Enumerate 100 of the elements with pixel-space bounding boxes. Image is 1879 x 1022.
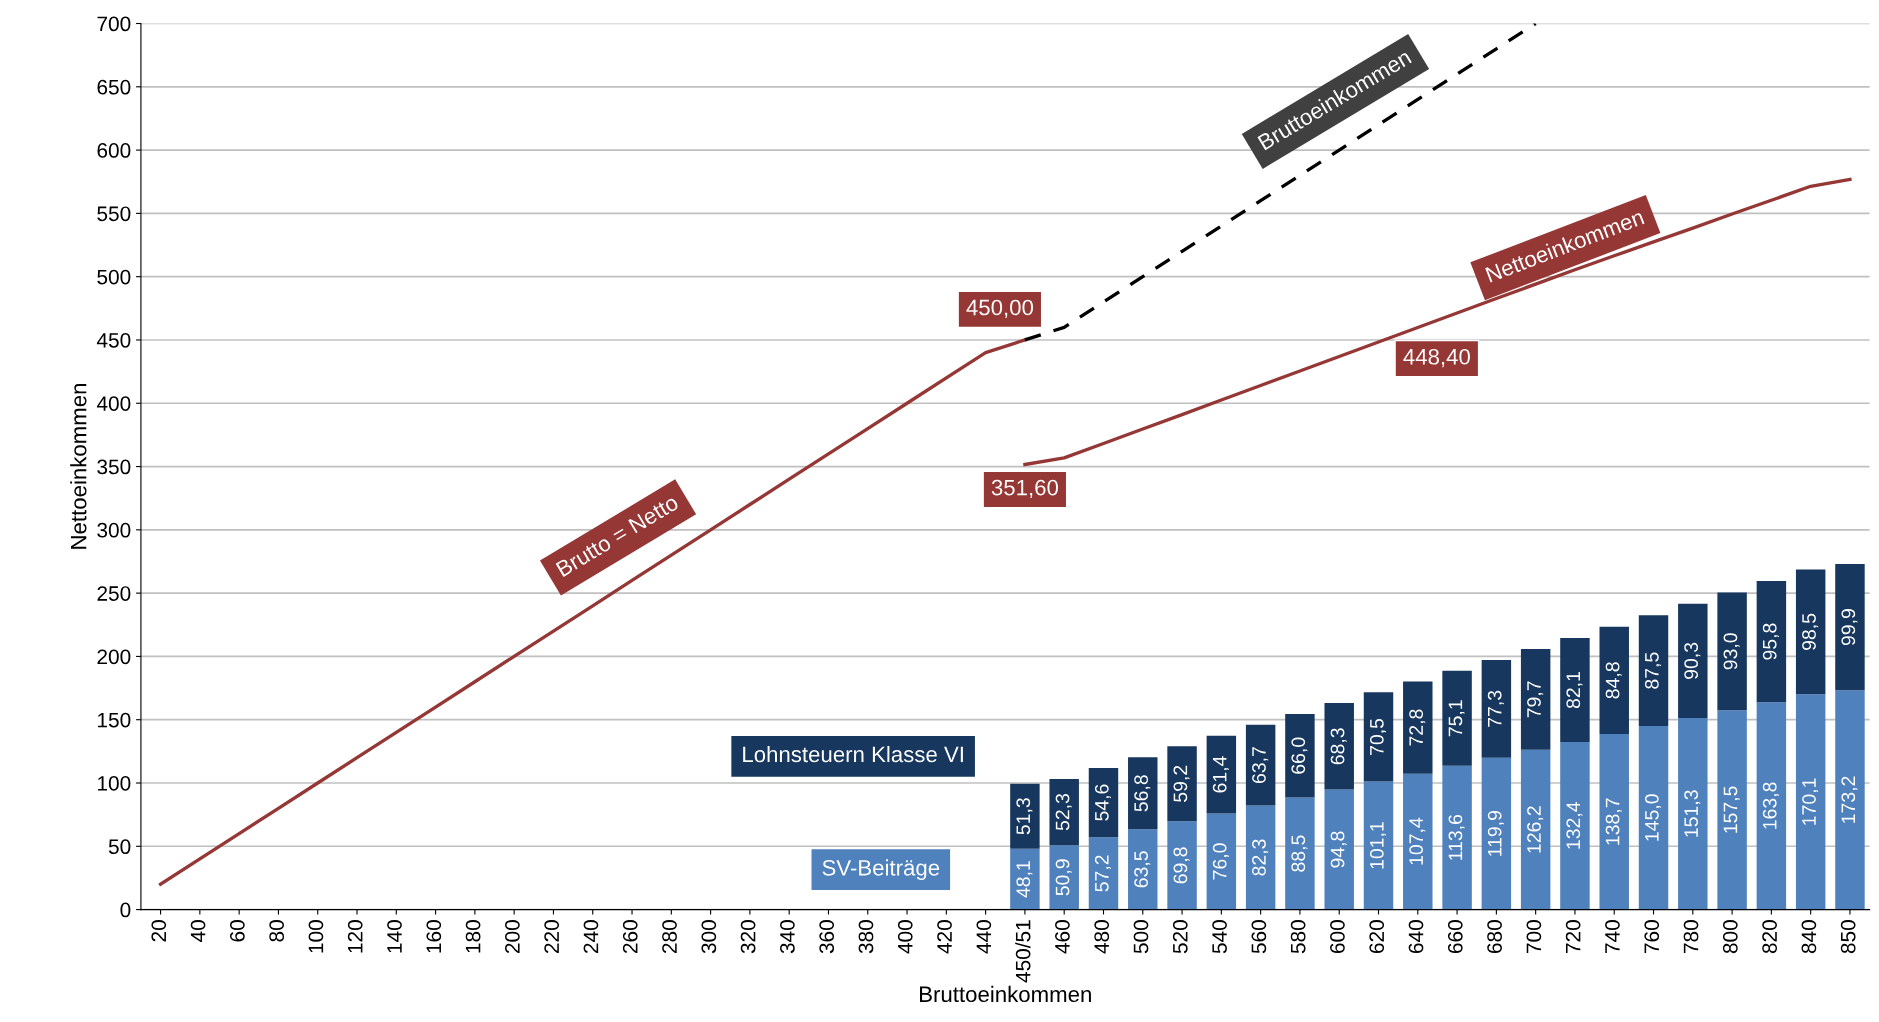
y-tick-label: 300 [97, 522, 131, 538]
x-tick-label: 500 [1133, 920, 1149, 954]
data-label: 77,3 [1487, 690, 1504, 727]
bar [1245, 724, 1276, 806]
data-label: 72,8 [1409, 709, 1426, 746]
x-tick-label: 720 [1565, 920, 1581, 953]
data-label: 151,3 [1684, 790, 1701, 837]
bar [1835, 563, 1865, 691]
data-label: 119,9 [1487, 811, 1504, 856]
data-label: 98,5 [1802, 613, 1819, 650]
data-label: 70,5 [1369, 718, 1387, 755]
data-label: 113,6 [1448, 814, 1465, 860]
x-tick-label: 160 [426, 920, 442, 953]
x-tick-label: 440 [976, 920, 992, 954]
x-tick-label: 200 [505, 920, 520, 954]
bar [1756, 580, 1787, 703]
bar [1520, 648, 1551, 750]
bar [1285, 797, 1315, 910]
y-tick-label: 550 [97, 206, 131, 222]
x-tick-label: 420 [937, 920, 952, 954]
bar [1167, 746, 1197, 822]
bar [1678, 718, 1708, 910]
data-label: 57,2 [1094, 855, 1111, 892]
y-tick-label: 250 [97, 586, 131, 601]
x-tick-label: 180 [465, 920, 481, 953]
data-label: 61,4 [1212, 756, 1229, 793]
data-label: 69,8 [1173, 847, 1190, 884]
x-tick-label: 220 [544, 920, 560, 954]
bar [1717, 592, 1747, 711]
data-label: 163,8 [1762, 782, 1779, 829]
bar [1795, 694, 1826, 910]
y-tick-label: 500 [97, 269, 131, 285]
x-tick-label: 60 [229, 920, 245, 942]
y-tick-label: 200 [97, 649, 131, 665]
data-label: 94,8 [1330, 831, 1347, 868]
text: SV-Beiträge [822, 859, 940, 881]
data-label: 68,3 [1330, 728, 1347, 765]
x-tick-label: 760 [1644, 920, 1660, 953]
data-label: 107,4 [1409, 817, 1426, 865]
x-tick-label: 820 [1762, 920, 1777, 954]
bar [1088, 837, 1119, 910]
data-label: 101,1 [1369, 822, 1387, 869]
bar [1363, 781, 1394, 910]
bar [1599, 626, 1629, 735]
bar [1245, 805, 1276, 910]
x-tick-label: 560 [1251, 920, 1267, 954]
text: Lohnsteuern Klasse VI [743, 745, 963, 763]
bar [1128, 829, 1158, 910]
data-label: 54,6 [1094, 784, 1111, 821]
y-tick-label: 450 [96, 332, 131, 348]
data-label: 84,8 [1605, 662, 1622, 699]
data-label: 82,3 [1252, 839, 1269, 876]
bar [1010, 783, 1040, 849]
x-tick-label: 380 [858, 920, 874, 954]
annotation: 450,00 [966, 299, 1034, 318]
y-axis-title: Nettoeinkommen [70, 383, 87, 549]
bar [1206, 735, 1237, 814]
data-label: 145,0 [1644, 794, 1662, 841]
data-label: 56,8 [1134, 775, 1151, 812]
data-label: 173,2 [1841, 776, 1858, 823]
x-tick-label: 480 [1094, 920, 1110, 954]
data-label: 63,7 [1252, 747, 1269, 784]
y-tick-label: 50 [108, 839, 131, 855]
y-tick-label: 150 [98, 712, 131, 728]
x-tick-label: 780 [1683, 920, 1699, 953]
bar [1324, 703, 1354, 790]
x-tick-label: 320 [740, 920, 756, 954]
x-tick-label: 400 [897, 920, 913, 954]
x-tick-label: 700 [1526, 920, 1542, 953]
y-tick-label: 400 [96, 396, 131, 412]
y-tick-label: 350 [97, 459, 131, 475]
x-tick-label: 850 [1840, 920, 1856, 954]
y-tick-label: 100 [98, 776, 131, 791]
data-label: 88,5 [1291, 835, 1308, 872]
x-tick-label: 520 [1172, 920, 1188, 954]
data-label: 59,2 [1173, 765, 1190, 802]
bar [1088, 768, 1119, 838]
bar [1010, 848, 1040, 910]
data-label: 50,9 [1055, 859, 1072, 896]
x-tick-label: 280 [662, 920, 677, 954]
bar [1049, 845, 1079, 910]
data-label: 93,0 [1723, 633, 1740, 670]
x-tick-label: 740 [1605, 920, 1620, 953]
data-label: 76,0 [1212, 843, 1229, 880]
bar [1285, 714, 1315, 798]
x-tick-label: 340 [780, 920, 795, 954]
bar [1638, 726, 1669, 910]
data-label: 79,7 [1527, 681, 1544, 718]
x-tick-label: 460 [1055, 920, 1070, 954]
annotation: 448,40 [1403, 348, 1470, 368]
x-tick-label: 20 [151, 920, 167, 942]
bar [1599, 734, 1629, 910]
x-axis-title: Bruttoeinkommen [920, 985, 1091, 1003]
x-tick-label: 80 [269, 920, 285, 942]
x-tick-label: 800 [1722, 920, 1738, 954]
x-tick-label: 640 [1408, 920, 1424, 953]
data-label: 90,3 [1684, 642, 1701, 679]
x-tick-label: 100 [308, 920, 324, 953]
bar [1717, 710, 1747, 910]
x-tick-label: 680 [1487, 920, 1502, 953]
